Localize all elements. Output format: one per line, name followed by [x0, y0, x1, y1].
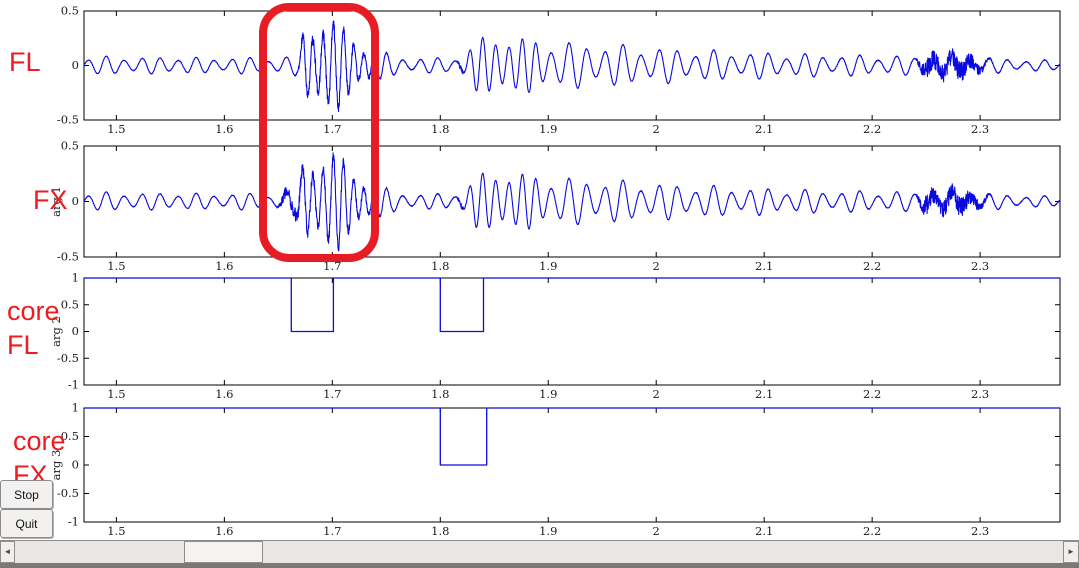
y-tick-label: -0.5: [57, 250, 79, 264]
plot-core_fx: 1.5 1.6 1.7 1.8 1.9 2 2.1 2.2 2.3 1 0.5 0 -0.5 -1 arg …: [49, 401, 1061, 538]
x-tick-label: 1.9: [539, 387, 557, 401]
x-tick-label: 1.6: [215, 524, 233, 538]
x-tick-label: 2.2: [863, 387, 881, 401]
x-tick-label: 2.1: [755, 387, 773, 401]
ylabel-core_fx: arg 3: [49, 450, 63, 481]
y-tick-label: 0.5: [61, 139, 79, 153]
scrollbar-track[interactable]: [15, 541, 1063, 563]
quit-button[interactable]: Quit: [0, 509, 53, 538]
axes-box-core_fx: [83, 407, 1061, 523]
y-tick-label: -1: [68, 515, 79, 529]
axes-box-fx: [83, 145, 1061, 258]
x-tick-label: 2.3: [971, 122, 989, 136]
x-tick-label: 2: [653, 122, 660, 136]
x-tick-label: 2.1: [755, 259, 773, 273]
x-tick-label: 2.1: [755, 122, 773, 136]
y-tick-label: -1: [68, 378, 79, 392]
x-tick-label: 1.9: [539, 524, 557, 538]
x-tick-label: 1.5: [107, 122, 125, 136]
x-tick-label: 2.3: [971, 259, 989, 273]
waveform-core_fx: [83, 407, 1061, 466]
x-tick-label: 1.9: [539, 122, 557, 136]
left-arrow-icon: ◄: [3, 547, 12, 556]
label-fl: FL: [9, 47, 41, 77]
y-tick-label: 0: [72, 458, 79, 472]
y-tick-label: 0.5: [61, 429, 79, 443]
y-tick-label: 0: [72, 324, 79, 338]
label-core-fl: core FL: [7, 296, 60, 360]
plot-fl: 1.5 1.6 1.7 1.8 1.9 2 2.1 2.2 2.3 0.5 0 -0.5: [57, 4, 1061, 136]
x-tick-label: 1.9: [539, 259, 557, 273]
y-tick-label: -0.5: [57, 113, 79, 127]
x-tick-label: 1.6: [215, 387, 233, 401]
plot-fx: 1.5 1.6 1.7 1.8 1.9 2 2.1 2.2 2.3 0.5 0 -0.5 arg 1: [49, 139, 1061, 273]
x-tick-label: 2.1: [755, 524, 773, 538]
waveform-fx: [83, 152, 1061, 252]
x-tick-label: 1.8: [431, 387, 449, 401]
x-tick-label: 2.2: [863, 259, 881, 273]
y-tick-label: -0.5: [57, 351, 79, 365]
plot-core_fl: 1.5 1.6 1.7 1.8 1.9 2 2.1 2.2 2.3 1 0.5 0 -0.5 -1 arg …: [49, 271, 1061, 401]
y-tick-label: -0.5: [57, 486, 79, 500]
x-tick-label: 2: [653, 387, 660, 401]
scroll-right-button[interactable]: ►: [1063, 541, 1079, 563]
x-tick-label: 2.2: [863, 524, 881, 538]
x-tick-label: 1.8: [431, 259, 449, 273]
x-tick-label: 1.8: [431, 122, 449, 136]
x-tick-label: 1.7: [323, 524, 341, 538]
axes-box-core_fl: [83, 277, 1061, 386]
x-tick-label: 1.7: [323, 387, 341, 401]
ylabel-core_fl: arg 2: [49, 316, 63, 347]
ylabel-fx: arg 1: [49, 186, 63, 217]
scrollbar-thumb[interactable]: [184, 541, 263, 563]
y-tick-label: 1: [72, 271, 79, 285]
waveform-fl: [83, 20, 1061, 113]
y-tick-label: 0.5: [61, 4, 79, 18]
right-arrow-icon: ►: [1067, 547, 1075, 556]
scroll-left-button[interactable]: ◄: [0, 541, 15, 563]
y-tick-label: 1: [72, 401, 79, 415]
x-tick-label: 1.5: [107, 524, 125, 538]
y-tick-label: 0: [72, 194, 79, 208]
horizontal-scrollbar: ◄ ►: [0, 540, 1079, 563]
x-tick-label: 1.5: [107, 387, 125, 401]
x-tick-label: 2.3: [971, 524, 989, 538]
y-tick-label: 0.5: [61, 297, 79, 311]
x-tick-label: 1.6: [215, 122, 233, 136]
waveform-core_fl: [83, 277, 1061, 333]
window-bottom-edge: [0, 563, 1079, 568]
x-tick-label: 2: [653, 524, 660, 538]
x-tick-label: 1.7: [323, 122, 341, 136]
stop-button[interactable]: Stop: [0, 480, 53, 509]
y-tick-label: 0: [72, 58, 79, 72]
x-tick-label: 1.8: [431, 524, 449, 538]
x-tick-label: 1.5: [107, 259, 125, 273]
label-fx: FX: [33, 185, 68, 215]
x-tick-label: 2: [653, 259, 660, 273]
x-tick-label: 1.6: [215, 259, 233, 273]
axes-box-fl: [83, 10, 1061, 121]
x-tick-label: 2.3: [971, 387, 989, 401]
x-tick-label: 1.7: [323, 259, 341, 273]
x-tick-label: 2.2: [863, 122, 881, 136]
